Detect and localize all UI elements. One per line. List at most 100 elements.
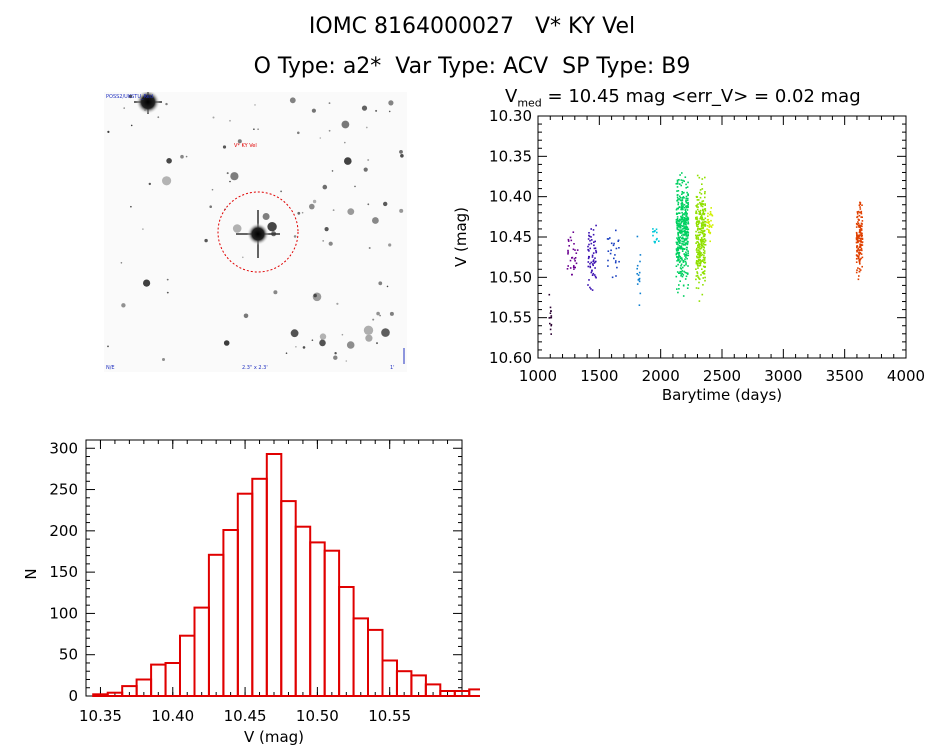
data-point — [681, 259, 683, 261]
data-point — [590, 271, 593, 274]
data-point — [685, 200, 687, 203]
data-point — [569, 267, 572, 269]
data-point — [711, 224, 714, 226]
background-star — [301, 211, 304, 214]
data-point — [677, 249, 680, 251]
data-point — [686, 214, 688, 216]
data-point — [695, 230, 697, 233]
data-point — [861, 244, 864, 246]
data-point — [574, 257, 577, 259]
data-point — [698, 255, 700, 257]
data-point — [856, 237, 859, 240]
data-point — [861, 216, 863, 218]
data-point — [684, 227, 686, 230]
background-star — [388, 110, 391, 113]
data-point — [595, 251, 597, 254]
data-point — [683, 225, 685, 227]
data-point — [687, 228, 690, 230]
data-point — [677, 225, 680, 228]
data-point — [699, 262, 701, 265]
data-point — [700, 229, 703, 232]
data-point — [704, 279, 706, 282]
data-point — [677, 247, 680, 249]
data-point — [683, 204, 686, 206]
data-point — [686, 209, 689, 211]
data-point — [859, 251, 861, 254]
data-point — [680, 179, 683, 181]
data-point — [683, 197, 685, 199]
data-point — [856, 249, 858, 252]
data-point — [679, 267, 682, 269]
data-point — [677, 190, 680, 192]
data-point — [588, 243, 590, 246]
data-point — [687, 252, 689, 254]
data-point — [615, 275, 617, 277]
y-tick-label: 10.45 — [489, 228, 532, 246]
data-point — [700, 216, 703, 218]
data-point — [685, 215, 687, 218]
data-point — [636, 267, 638, 270]
data-point — [706, 221, 708, 224]
x-tick-label: 10.50 — [296, 707, 339, 725]
data-point — [678, 229, 680, 231]
data-point — [573, 243, 575, 245]
data-point — [696, 229, 699, 231]
data-point — [677, 291, 679, 294]
data-point — [686, 237, 689, 239]
data-point — [687, 205, 689, 207]
data-point — [609, 237, 611, 239]
data-point — [703, 229, 706, 232]
data-point — [686, 249, 688, 251]
histogram-bar — [280, 500, 297, 697]
background-star — [322, 240, 325, 242]
data-point — [699, 228, 701, 230]
data-point — [701, 253, 704, 256]
data-point — [682, 237, 685, 240]
data-point — [614, 261, 617, 264]
data-point — [682, 192, 684, 194]
background-star — [222, 145, 227, 149]
y-tick-label: 300 — [49, 439, 78, 457]
data-point — [679, 255, 682, 258]
data-point — [687, 197, 689, 200]
data-point — [656, 231, 658, 234]
data-point — [703, 250, 706, 252]
data-point — [684, 230, 686, 232]
data-point — [695, 278, 697, 281]
y-tick-label: 100 — [49, 604, 78, 622]
data-point — [681, 199, 684, 201]
data-point — [859, 231, 862, 234]
data-point — [860, 237, 863, 240]
data-point — [698, 277, 700, 280]
data-point — [699, 231, 702, 234]
data-point — [572, 231, 575, 233]
data-point — [857, 256, 860, 259]
data-point — [696, 235, 699, 237]
data-point — [684, 220, 687, 222]
data-point — [701, 268, 703, 270]
data-point — [699, 259, 701, 261]
data-point — [687, 234, 689, 237]
data-point — [681, 234, 683, 237]
data-point — [856, 213, 859, 215]
data-point — [709, 211, 712, 213]
stats-text: = 10.45 mag <err_V> = 0.02 mag — [541, 86, 861, 107]
histogram-bar — [150, 663, 167, 698]
data-point — [697, 238, 700, 241]
data-point — [685, 211, 687, 213]
background-star — [273, 290, 278, 295]
data-point — [699, 233, 701, 236]
data-point — [703, 234, 705, 237]
data-point — [704, 204, 706, 206]
histogram-xlabel: V (mag) — [244, 728, 304, 746]
data-point — [687, 241, 689, 243]
data-point — [677, 259, 680, 262]
data-point — [681, 172, 683, 174]
data-point — [677, 256, 679, 258]
data-point — [687, 221, 689, 223]
data-point — [698, 247, 701, 249]
data-point — [695, 235, 698, 238]
data-point — [680, 216, 683, 219]
data-point — [701, 202, 703, 205]
finder-svg: POSS2/UKSTU_Red V* KY Vel N/E 2.3" x 2.3… — [106, 90, 405, 371]
